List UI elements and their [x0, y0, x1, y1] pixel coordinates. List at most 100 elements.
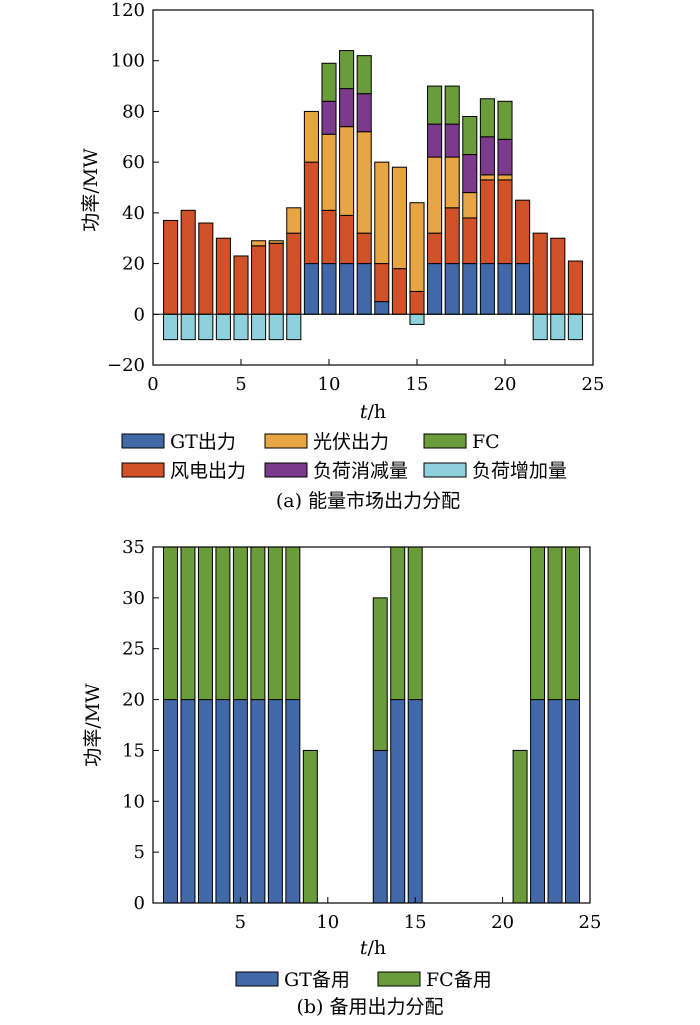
bar-load_add-t3	[198, 313, 214, 341]
legend-label-fc: FC	[472, 431, 500, 453]
legend-swatch-fc	[423, 433, 467, 449]
xtick-label: 20	[494, 374, 517, 395]
chart-b-ylabel: 功率/MW	[82, 683, 104, 767]
bar-wind-t7	[268, 242, 284, 315]
bar-gt-t18	[462, 263, 478, 315]
legend-label-load_add: 负荷增加量	[472, 460, 567, 482]
chart-b-caption: (b) 备用出力分配	[296, 996, 443, 1018]
bar-load_add-t5	[233, 313, 249, 341]
bar-gt-t13	[372, 749, 388, 904]
bar-fc-t10	[321, 62, 337, 102]
xtick-label: 15	[404, 912, 427, 933]
bar-wind-t18	[462, 217, 478, 265]
bar-pv-t18	[462, 192, 478, 219]
ytick-label: 100	[111, 51, 145, 72]
bar-wind-t9	[303, 161, 319, 265]
bar-gt-t24	[565, 699, 581, 904]
bar-gt-t16	[427, 263, 443, 315]
chart-a-ylabel: 功率/MW	[80, 148, 102, 232]
bar-load_cut-t19	[479, 136, 495, 176]
bar-wind-t21	[515, 199, 531, 265]
chart-a-frame	[152, 9, 594, 366]
chart-a-legend: GT出力 光伏出力 FC 风电出力 负荷消减量 负荷增加量	[121, 431, 567, 482]
xtick-label: 10	[318, 374, 341, 395]
bar-gt-t22	[530, 699, 546, 904]
bar-gt-t15	[407, 699, 423, 904]
legend-label-gt: GT备用	[284, 969, 350, 991]
bar-wind-t12	[356, 232, 372, 265]
legend-swatch-load_add	[423, 462, 467, 478]
bar-fc-t18	[462, 116, 478, 156]
bar-load_cut-t10	[321, 100, 337, 135]
bar-wind-t16	[427, 232, 443, 265]
bar-load_cut-t18	[462, 154, 478, 194]
bar-fc-t12	[356, 55, 372, 95]
legend-label-fc: FC备用	[426, 969, 492, 991]
bar-gt-t19	[479, 263, 495, 315]
ytick-label: 120	[111, 0, 145, 21]
ytick-label: 15	[122, 740, 145, 761]
ytick-label: 5	[134, 842, 145, 863]
bar-gt-t20	[497, 263, 513, 315]
ytick-label: 20	[122, 254, 145, 275]
bar-gt-t21	[515, 263, 531, 315]
bar-fc-t14	[390, 546, 406, 701]
bar-fc-t17	[444, 85, 460, 125]
legend-label-load_cut: 负荷消减量	[313, 460, 408, 482]
ytick-label: 0	[134, 893, 145, 914]
bar-pv-t8	[286, 207, 302, 234]
bar-fc-t16	[427, 85, 443, 125]
ytick-label: 25	[122, 639, 145, 660]
chart-b-bars	[162, 546, 581, 904]
ytick-label: 35	[122, 537, 145, 558]
legend-label-gt: GT出力	[170, 431, 236, 453]
bar-load_cut-t12	[356, 93, 372, 133]
bar-wind-t3	[198, 222, 214, 315]
bar-fc-t20	[497, 100, 513, 140]
bar-fc-t3	[197, 546, 213, 701]
xtick-label: 10	[316, 912, 339, 933]
bar-gt-t10	[321, 263, 337, 315]
xtick-label: 25	[579, 912, 602, 933]
bar-fc-t9	[302, 749, 318, 904]
bar-pv-t16	[427, 156, 443, 234]
chart-b-frame	[152, 546, 591, 904]
bar-wind-t10	[321, 209, 337, 265]
bar-fc-t6	[250, 546, 266, 701]
ytick-label: 0	[134, 304, 145, 325]
bar-wind-t23	[550, 237, 566, 315]
bar-pv-t20	[497, 174, 513, 181]
bar-gt-t23	[547, 699, 563, 904]
bar-pv-t13	[374, 161, 390, 265]
bar-pv-t11	[339, 126, 355, 216]
legend-swatch-pv	[264, 433, 308, 449]
xtick-label: 0	[147, 374, 158, 395]
chart-a-bars	[163, 50, 583, 341]
bar-gt-t9	[303, 263, 319, 315]
bar-load_add-t6	[251, 313, 267, 341]
bar-gt-t1	[162, 699, 178, 904]
bar-load_add-t8	[286, 313, 302, 341]
bar-gt-t17	[444, 263, 460, 315]
bar-wind-t22	[532, 232, 548, 315]
bar-fc-t23	[547, 546, 563, 701]
bar-load_add-t23	[550, 313, 566, 341]
bar-fc-t19	[479, 98, 495, 138]
ytick-label: 30	[122, 588, 145, 609]
bar-fc-t8	[285, 546, 301, 701]
bar-pv-t15	[409, 202, 425, 292]
xtick-label: 5	[235, 374, 246, 395]
ytick-label: 80	[122, 101, 145, 122]
legend-swatch-load_cut	[264, 462, 308, 478]
bar-gt-t12	[356, 263, 372, 315]
bar-load_add-t7	[268, 313, 284, 341]
bar-fc-t13	[372, 597, 388, 751]
ytick-label: 60	[122, 152, 145, 173]
xtick-label: 15	[406, 374, 429, 395]
bar-load_add-t4	[215, 313, 231, 341]
bar-pv-t12	[356, 131, 372, 234]
bar-pv-t19	[479, 174, 495, 181]
legend-swatch-wind	[121, 462, 165, 478]
bar-gt-t6	[250, 699, 266, 904]
